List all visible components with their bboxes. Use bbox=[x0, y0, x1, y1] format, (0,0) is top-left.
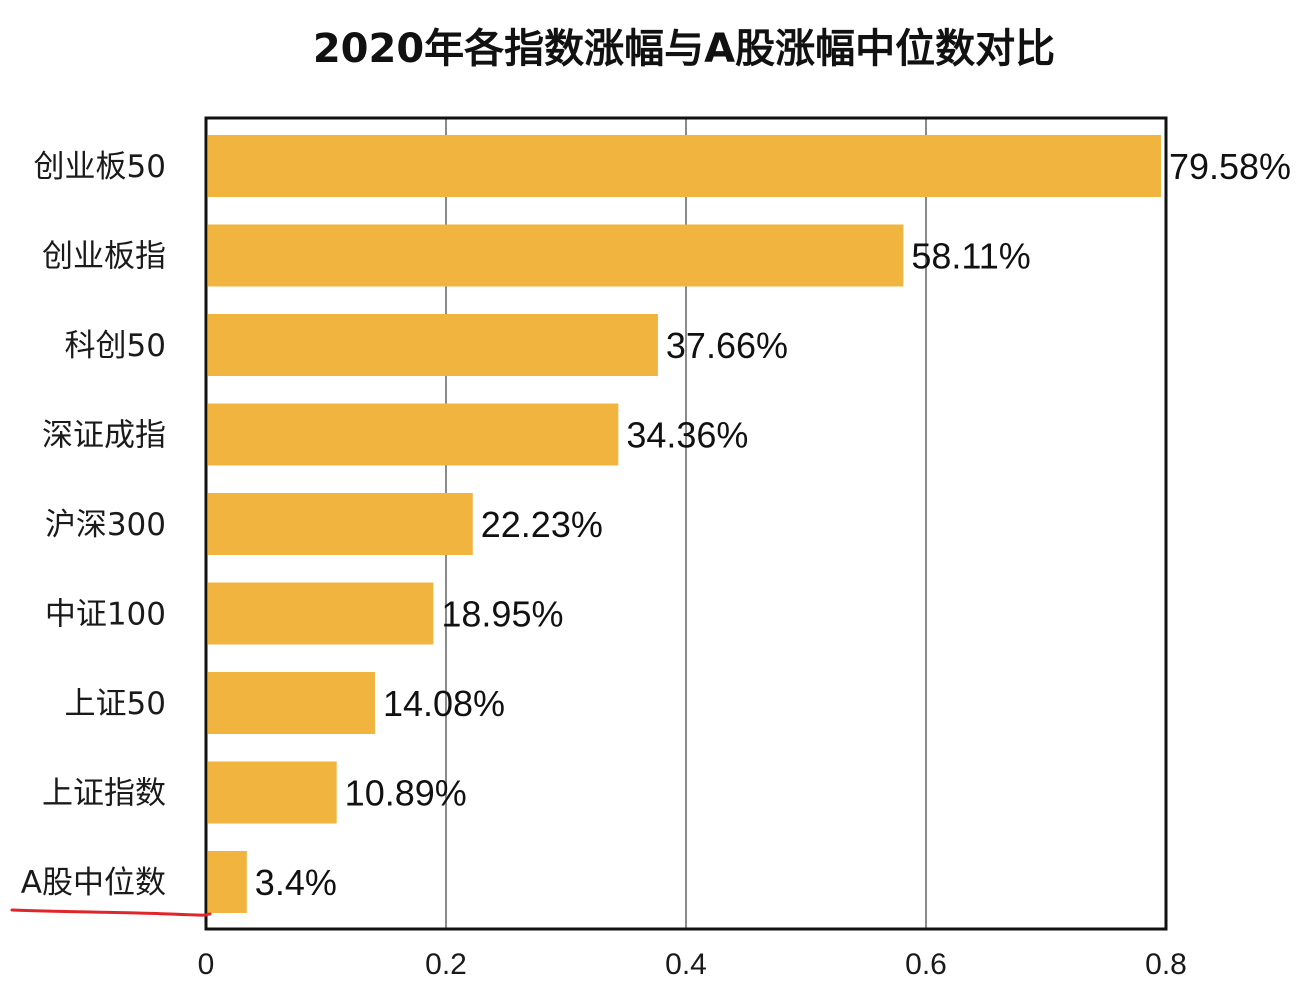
value-label: 3.4% bbox=[255, 862, 337, 903]
category-label: 中证100 bbox=[45, 597, 166, 633]
bar bbox=[208, 135, 1161, 197]
plot-frame bbox=[204, 116, 1168, 931]
category-label: 创业板指 bbox=[42, 239, 166, 275]
category-label: A股中位数 bbox=[21, 865, 166, 901]
bars bbox=[208, 135, 1161, 913]
value-label: 10.89% bbox=[345, 773, 467, 814]
value-label: 22.23% bbox=[481, 504, 603, 545]
bar bbox=[208, 493, 473, 555]
x-tick-label: 0.4 bbox=[665, 948, 707, 981]
highlight-underline bbox=[10, 908, 212, 917]
x-tick-label: 0.8 bbox=[1145, 948, 1187, 981]
bar bbox=[208, 582, 434, 645]
category-label: 上证50 bbox=[65, 686, 166, 722]
value-label: 37.66% bbox=[666, 325, 788, 366]
bar bbox=[208, 403, 619, 466]
category-label: 深证成指 bbox=[42, 418, 166, 454]
bar bbox=[208, 761, 337, 824]
x-axis-ticks: 0 0.2 0.4 0.6 0.8 bbox=[198, 948, 1187, 981]
chart-title: 2020年各指数涨幅与A股涨幅中位数对比 bbox=[313, 26, 1055, 72]
category-label: 上证指数 bbox=[42, 776, 166, 812]
category-label: 科创50 bbox=[65, 328, 166, 364]
value-label: 58.11% bbox=[911, 236, 1030, 277]
x-tick-label: 0 bbox=[198, 948, 215, 981]
x-tick-label: 0.2 bbox=[425, 948, 467, 981]
bar bbox=[208, 672, 375, 734]
value-label: 18.95% bbox=[441, 594, 563, 635]
bar bbox=[208, 851, 247, 913]
bar bbox=[208, 314, 658, 376]
bar bbox=[208, 224, 904, 287]
category-label: 创业板50 bbox=[34, 149, 166, 185]
x-tick-label: 0.6 bbox=[905, 948, 947, 981]
value-label: 14.08% bbox=[383, 683, 505, 724]
value-label: 79.58% bbox=[1169, 146, 1291, 187]
value-labels: 79.58% 58.11% 37.66% 34.36% 22.23% 18.95% 14.0… bbox=[255, 146, 1291, 903]
value-label: 34.36% bbox=[626, 415, 748, 456]
category-label: 沪深300 bbox=[45, 507, 166, 543]
